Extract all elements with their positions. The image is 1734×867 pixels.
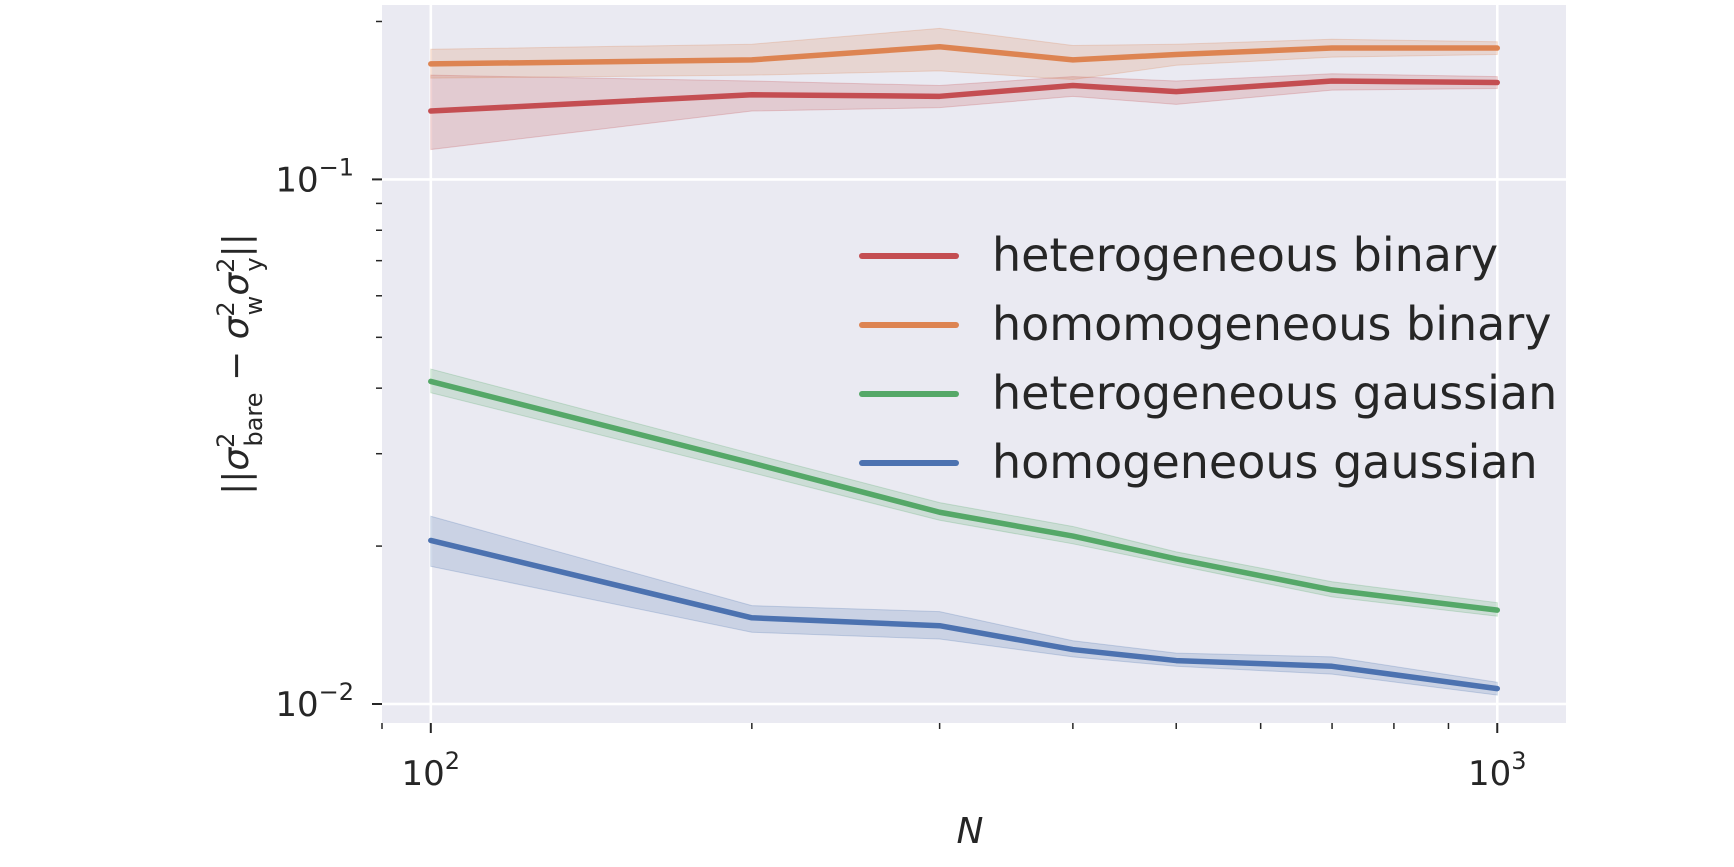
line-heterogeneous-gaussian [428,378,1501,613]
legend-label-heterogeneous-binary: heterogeneous binary [992,228,1498,282]
line-heterogeneous-binary [428,78,1501,114]
plot-background [382,5,1566,723]
band-heterogeneous-binary [430,73,1498,151]
y-tick-label: 10−2 [275,678,354,725]
x-tick-label: 103 [1468,747,1527,794]
legend-label-heterogeneous-gaussian: heterogeneous gaussian [992,366,1557,420]
confidence-bands [430,27,1498,696]
grid-lines [382,5,1566,723]
band-homogeneous-gaussian [430,515,1498,696]
series-lines [428,44,1501,692]
line-homogeneous-gaussian [428,537,1501,692]
x-axis-label: N [957,811,984,852]
band-heterogeneous-gaussian [430,368,1498,617]
band-homomogeneous-binary [430,27,1498,81]
tick-labels: 102 103 10−2 10−1 [275,153,1526,794]
legend-label-homogeneous-gaussian: homogeneous gaussian [992,435,1538,489]
y-tick-label: 10−1 [275,153,354,200]
x-tick-label: 102 [402,747,461,794]
axis-ticks [372,20,1499,733]
line-homomogeneous-binary [428,44,1501,67]
legend: heterogeneous binary homomogeneous binary… [859,228,1557,489]
legend-label-homomogeneous-binary: homomogeneous binary [992,297,1552,351]
y-axis-label: ||σ2bare − σ2wσ2y|| [212,233,268,495]
